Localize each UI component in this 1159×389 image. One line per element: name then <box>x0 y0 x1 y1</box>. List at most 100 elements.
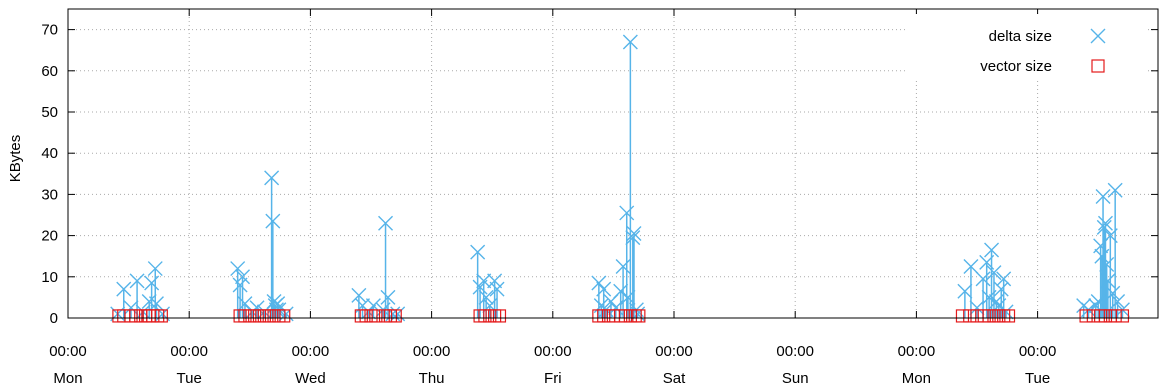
x-tick-label-day: Mon <box>53 370 82 387</box>
delta-point <box>986 265 1002 281</box>
delta-point <box>622 34 638 50</box>
legend-label-delta-size: delta size <box>989 28 1052 45</box>
vector-point <box>1001 309 1016 323</box>
vector-point <box>388 309 402 323</box>
legend-marker-square <box>1091 59 1105 73</box>
y-tick-label: 70 <box>41 22 58 39</box>
delta-point <box>1094 248 1110 264</box>
delta-point <box>1100 273 1116 289</box>
x-tick-label-time: 00:00 <box>655 343 693 360</box>
delta-point <box>144 275 160 291</box>
delta-point <box>957 283 973 299</box>
x-tick-label-day: Mon <box>902 370 931 387</box>
delta-point <box>1090 294 1106 310</box>
delta-point <box>230 261 246 277</box>
delta-point <box>615 259 631 274</box>
delta-point <box>975 271 991 287</box>
delta-point <box>1095 188 1111 204</box>
delta-point <box>981 289 997 305</box>
axis-ticks: 0 10 20 30 40 50 60 70 00:00 Mon 00:00 Tue 00:00 Wed 0… <box>41 9 1158 387</box>
x-tick-label-day: Sat <box>663 370 686 387</box>
y-tick-label: 20 <box>41 228 58 245</box>
y-tick-label: 40 <box>41 145 58 162</box>
legend-square-glyph <box>1091 59 1105 73</box>
y-tick-label: 30 <box>41 186 58 203</box>
delta-point <box>266 294 282 310</box>
delta-point <box>476 273 492 289</box>
delta-point <box>489 281 505 297</box>
y-tick-label: 50 <box>41 104 58 121</box>
delta-point <box>265 213 281 229</box>
x-tick-label-time: 00:00 <box>49 343 87 360</box>
y-axis-label: KBytes <box>7 135 24 183</box>
x-tick-label-time: 00:00 <box>292 343 330 360</box>
delta-point <box>278 306 294 322</box>
vector-point <box>963 309 977 323</box>
plot-frame <box>67 8 1159 319</box>
x-tick-label-time: 00:00 <box>898 343 936 360</box>
x-tick-label-day: Fri <box>544 370 562 387</box>
x-tick-label-time: 00:00 <box>1019 343 1057 360</box>
legend-cross-glyph <box>1090 28 1106 44</box>
delta-point <box>478 289 494 305</box>
data-markers <box>110 34 1130 323</box>
delta-point <box>270 296 286 312</box>
legend: delta size vector size <box>905 14 1145 80</box>
x-tick-label-day: Wed <box>295 370 326 387</box>
delta-point <box>998 304 1014 320</box>
delta-point <box>608 300 624 316</box>
delta-point <box>361 304 377 320</box>
delta-point <box>613 283 629 299</box>
vector-point <box>1108 309 1122 323</box>
delta-point <box>487 273 503 289</box>
delta-point <box>232 277 248 293</box>
delta-point <box>619 205 635 221</box>
delta-point <box>993 281 1009 297</box>
x-tick-label-day: Tue <box>1025 370 1050 387</box>
delta-point <box>148 296 164 312</box>
delta-point <box>996 271 1012 287</box>
x-tick-label-time: 00:00 <box>534 343 572 360</box>
delta-point <box>969 300 985 316</box>
x-tick-label-time: 00:00 <box>170 343 208 360</box>
vector-point <box>1115 309 1130 323</box>
delta-point <box>1105 285 1121 301</box>
x-tick-label-time: 00:00 <box>776 343 814 360</box>
delta-point <box>470 244 486 260</box>
delta-point <box>1099 256 1115 272</box>
delta-point <box>123 300 139 316</box>
delta-point <box>979 254 995 270</box>
x-tick-label-day: Tue <box>177 370 202 387</box>
x-tick-label-day: Thu <box>419 370 445 387</box>
delta-point <box>264 170 280 186</box>
legend-marker-cross <box>1090 28 1106 44</box>
delta-point <box>626 226 642 242</box>
delta-point <box>963 259 979 274</box>
vector-point <box>369 309 383 323</box>
vector-point <box>277 309 291 323</box>
vector-point <box>154 309 168 323</box>
legend-background <box>905 14 1145 80</box>
vector-point <box>632 309 646 323</box>
vector-point <box>1079 309 1093 323</box>
delta-point <box>1110 294 1126 310</box>
delta-point <box>235 269 251 285</box>
y-tick-label: 60 <box>41 63 58 80</box>
delta-point <box>1097 215 1113 231</box>
x-tick-label-time: 00:00 <box>413 343 451 360</box>
delta-point <box>385 306 401 322</box>
delta-point <box>596 281 612 297</box>
delta-point <box>620 289 636 305</box>
y-tick-label: 10 <box>41 269 58 286</box>
vector-point <box>492 309 507 323</box>
delta-point <box>984 242 1000 258</box>
delta-point <box>351 287 367 303</box>
delta-point <box>625 230 641 246</box>
delta-point <box>1107 182 1123 198</box>
delta-point <box>378 215 394 231</box>
delta-point <box>116 281 132 297</box>
delta-point <box>249 300 265 316</box>
vector-point <box>955 309 970 323</box>
delta-point <box>147 261 163 277</box>
